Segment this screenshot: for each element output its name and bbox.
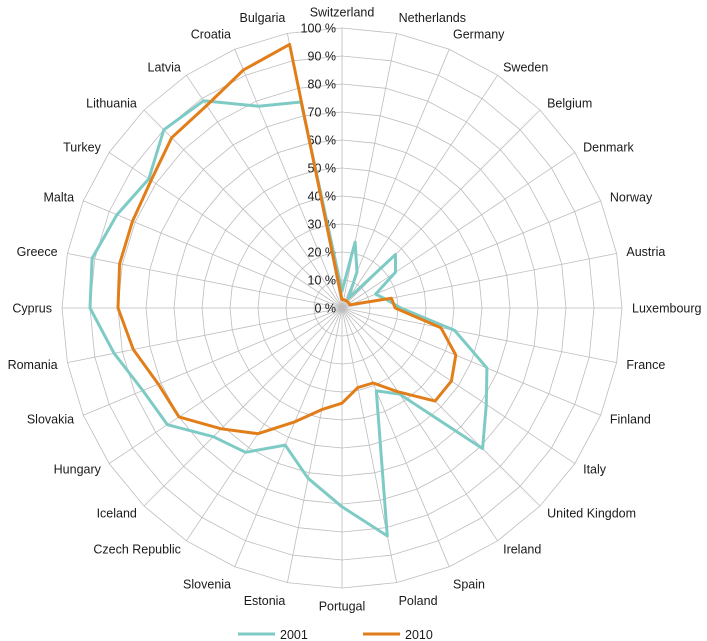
- category-label: Finland: [610, 413, 651, 427]
- spoke: [234, 49, 343, 309]
- radial-tick-label: 10 %: [308, 274, 337, 288]
- spoke: [234, 307, 343, 567]
- spoke: [287, 307, 343, 583]
- spoke: [341, 307, 617, 363]
- legend-label-2010: 2010: [405, 628, 433, 641]
- spoke: [341, 307, 576, 464]
- category-label: Cyprus: [12, 302, 52, 316]
- category-label: Austria: [626, 245, 665, 259]
- legend-label-2001: 2001: [280, 628, 308, 641]
- category-label: Norway: [610, 191, 653, 205]
- category-label: Czech Republic: [93, 543, 181, 557]
- category-label: Romania: [8, 358, 58, 372]
- category-labels: Switzerland Netherlands Germany Sweden Belgi…: [8, 6, 702, 614]
- category-label: Latvia: [148, 60, 181, 74]
- spoke: [67, 253, 343, 309]
- spoke: [83, 200, 343, 309]
- spoke: [341, 307, 498, 542]
- category-label: Italy: [583, 463, 607, 477]
- spoke: [143, 109, 343, 309]
- grid: [61, 27, 623, 589]
- category-label: Malta: [44, 191, 75, 205]
- category-label: Lithuania: [86, 96, 137, 110]
- category-label: Croatia: [191, 28, 231, 42]
- category-label: Netherlands: [399, 11, 466, 25]
- category-label: Turkey: [63, 140, 101, 154]
- spoke: [341, 200, 601, 309]
- category-label: Portugal: [319, 600, 366, 614]
- category-label: Sweden: [503, 60, 548, 74]
- series-lines: [88, 42, 489, 538]
- category-label: Estonia: [244, 594, 286, 608]
- category-label: Spain: [453, 577, 485, 591]
- category-label: Slovakia: [27, 413, 74, 427]
- radial-tick-label: 20 %: [308, 246, 337, 260]
- category-label: Greece: [17, 245, 58, 259]
- spoke: [83, 307, 343, 416]
- category-label: Iceland: [97, 507, 137, 521]
- spoke: [341, 307, 601, 416]
- category-label: Hungary: [54, 463, 102, 477]
- radial-tick-label: 80 %: [308, 78, 337, 92]
- radial-tick-label: 70 %: [308, 106, 337, 120]
- radial-tick-label: 90 %: [308, 50, 337, 64]
- category-label: Ireland: [503, 543, 541, 557]
- category-label: Bulgaria: [240, 11, 286, 25]
- radial-tick-label: 0 %: [314, 302, 336, 316]
- spoke: [186, 307, 343, 542]
- spoke: [186, 74, 343, 309]
- spoke: [108, 307, 343, 464]
- category-label: France: [626, 358, 665, 372]
- legend: 2001 2010: [238, 628, 433, 641]
- category-label: Denmark: [583, 140, 634, 154]
- spoke: [341, 49, 450, 309]
- radial-tick-label: 50 %: [308, 162, 337, 176]
- category-label: Germany: [453, 28, 505, 42]
- category-label: United Kingdom: [547, 507, 636, 521]
- category-label: Switzerland: [310, 6, 375, 20]
- spoke: [341, 307, 450, 567]
- category-label: Luxembourg: [632, 302, 702, 316]
- spoke: [143, 307, 343, 507]
- spoke: [341, 74, 498, 309]
- radial-tick-label: 30 %: [308, 218, 337, 232]
- category-label: Poland: [399, 594, 438, 608]
- category-label: Slovenia: [183, 577, 231, 591]
- series-line-2010: [116, 42, 458, 436]
- radial-tick-label: 60 %: [308, 134, 337, 148]
- series-line-2001: [88, 99, 489, 538]
- category-label: Belgium: [547, 96, 592, 110]
- spoke: [341, 152, 576, 309]
- radial-tick-label: 100 %: [301, 22, 336, 36]
- spoke: [341, 307, 541, 507]
